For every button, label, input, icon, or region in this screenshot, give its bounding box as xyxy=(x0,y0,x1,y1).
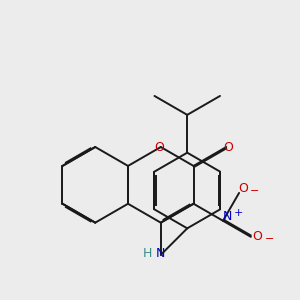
Text: O: O xyxy=(252,230,262,243)
Text: O: O xyxy=(238,182,248,195)
Text: N: N xyxy=(222,210,232,223)
Text: H: H xyxy=(143,247,152,260)
Text: +: + xyxy=(234,208,244,218)
Text: N: N xyxy=(156,247,166,260)
Text: O: O xyxy=(223,140,233,154)
Text: −: − xyxy=(250,186,260,196)
Text: −: − xyxy=(265,234,274,244)
Text: O: O xyxy=(154,140,164,154)
